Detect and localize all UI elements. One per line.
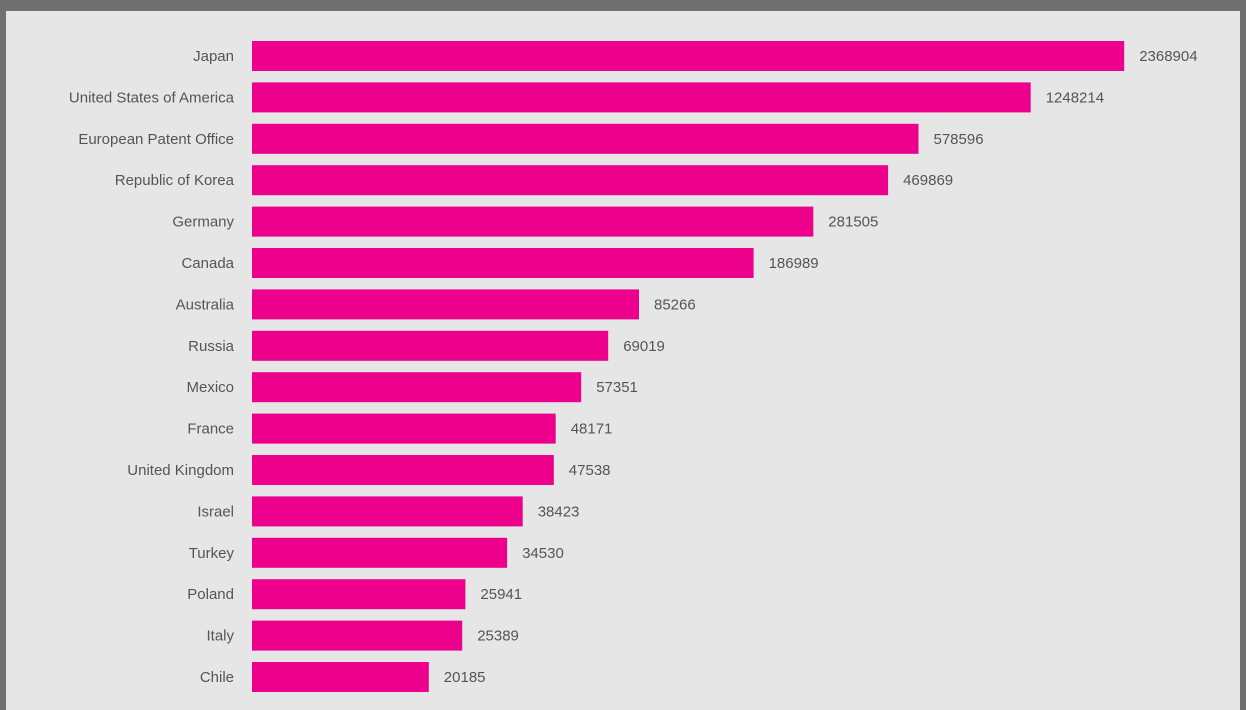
bar-7 — [252, 330, 609, 361]
value-label-11: 38423 — [538, 503, 580, 520]
bar-11 — [252, 496, 523, 527]
bar-14 — [252, 620, 463, 651]
value-label-13: 25941 — [480, 586, 522, 603]
category-label-10: United Kingdom — [127, 462, 234, 479]
category-label-11: Israel — [197, 503, 234, 520]
value-label-7: 69019 — [623, 338, 665, 355]
value-label-14: 25389 — [477, 628, 519, 645]
bar-10 — [252, 455, 554, 485]
bar-4 — [252, 206, 814, 237]
category-label-2: European Patent Office — [78, 131, 234, 148]
category-label-13: Poland — [187, 586, 234, 603]
value-label-1: 1248214 — [1046, 89, 1104, 106]
value-label-12: 34530 — [522, 545, 564, 562]
bar-0 — [252, 41, 1125, 71]
value-label-10: 47538 — [569, 462, 611, 479]
bar-5 — [252, 248, 754, 278]
labels-layer: Japan 2368904 United States of America 1248… — [69, 48, 1198, 686]
value-label-4: 281505 — [828, 214, 878, 231]
category-label-5: Canada — [181, 255, 234, 272]
category-label-8: Mexico — [186, 379, 234, 396]
bars-layer — [252, 41, 1125, 692]
value-label-0: 2368904 — [1139, 48, 1197, 65]
value-label-6: 85266 — [654, 296, 696, 313]
value-label-15: 20185 — [444, 669, 486, 686]
bar-8 — [252, 372, 582, 403]
value-label-3: 469869 — [903, 172, 953, 189]
bar-15 — [252, 662, 429, 692]
value-label-9: 48171 — [571, 421, 613, 438]
bar-2 — [252, 123, 919, 154]
value-label-2: 578596 — [934, 131, 984, 148]
category-label-3: Republic of Korea — [115, 172, 235, 189]
bar-9 — [252, 413, 556, 444]
value-label-5: 186989 — [769, 255, 819, 272]
category-label-6: Australia — [176, 296, 235, 313]
bar-1 — [252, 82, 1031, 113]
bar-12 — [252, 537, 508, 568]
category-label-9: France — [187, 421, 234, 438]
category-label-4: Germany — [172, 214, 234, 231]
category-label-1: United States of America — [69, 89, 235, 106]
bar-13 — [252, 579, 466, 610]
bar-6 — [252, 289, 639, 320]
bar-3 — [252, 165, 889, 196]
category-label-12: Turkey — [189, 545, 235, 562]
category-label-7: Russia — [188, 338, 235, 355]
category-label-14: Italy — [206, 628, 234, 645]
category-label-15: Chile — [200, 669, 234, 686]
category-label-0: Japan — [193, 48, 234, 65]
value-label-8: 57351 — [596, 379, 638, 396]
